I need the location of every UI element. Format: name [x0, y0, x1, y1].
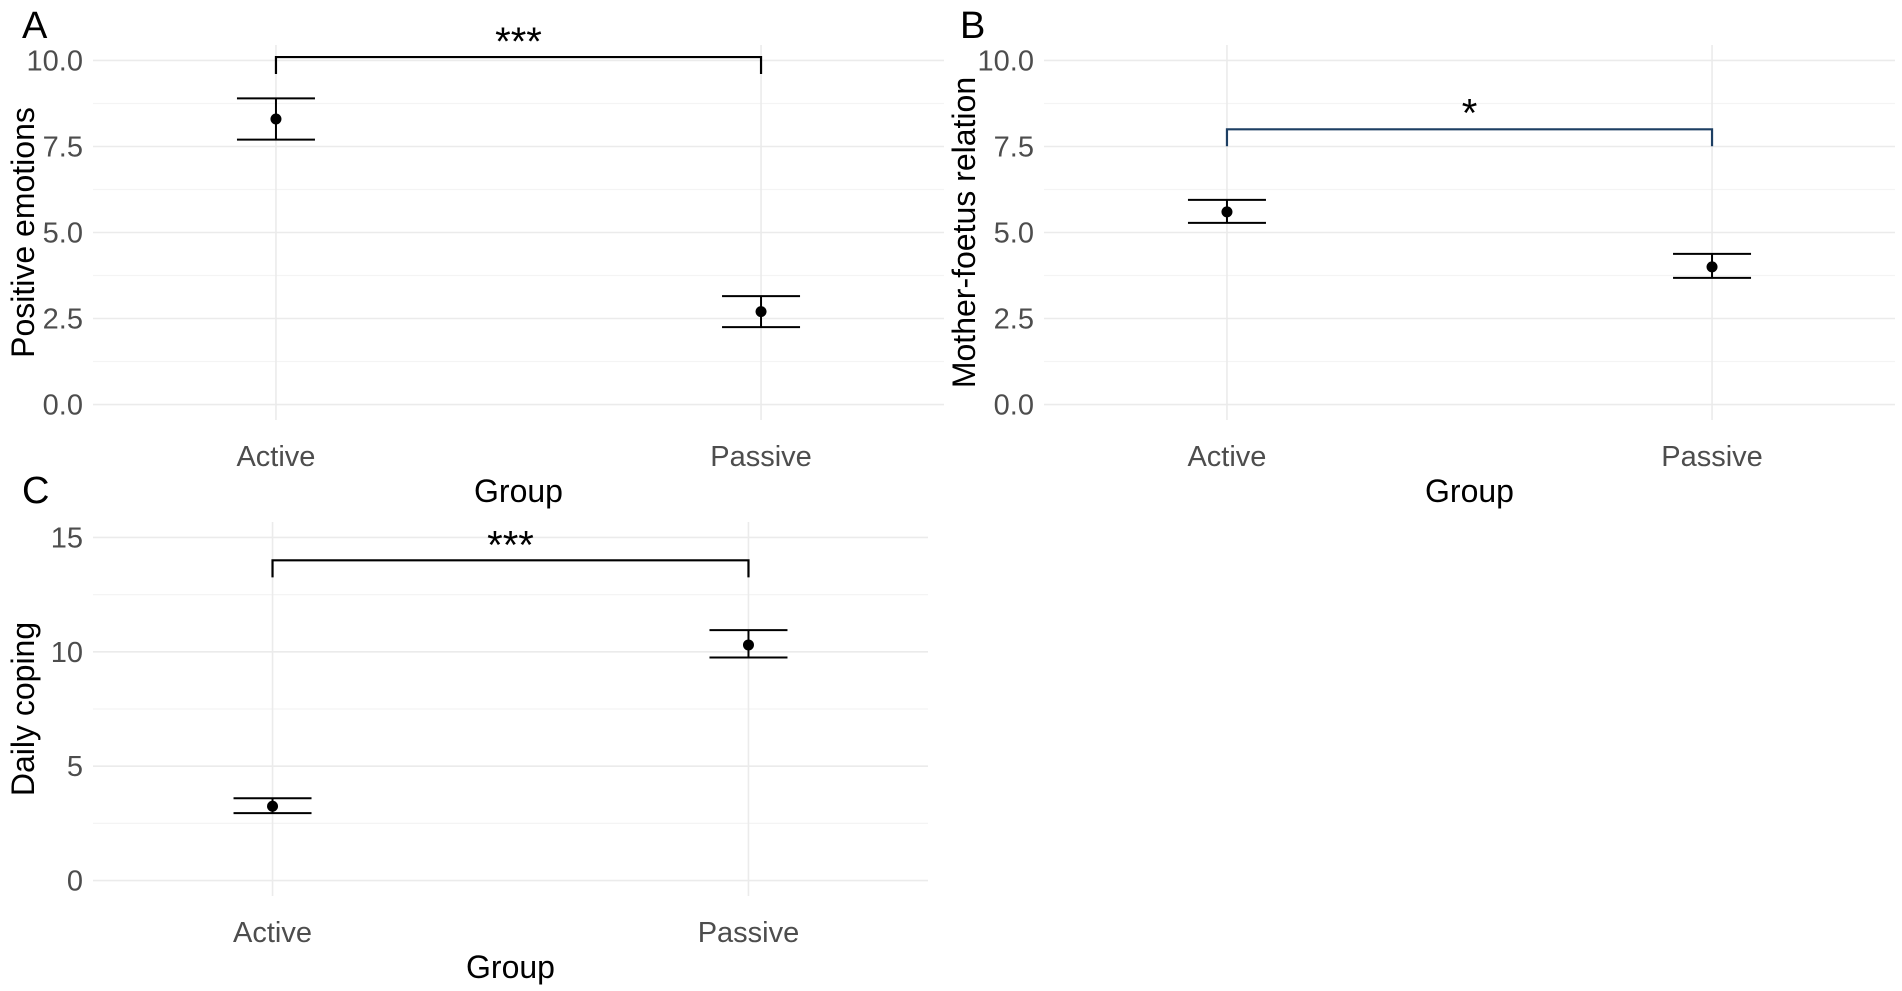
mean-point [1707, 261, 1718, 272]
x-axis-title: Group [1425, 473, 1514, 509]
panel-label: B [960, 5, 985, 47]
significance-label: *** [487, 523, 534, 567]
significance-label: *** [495, 20, 542, 64]
y-tick-label: 5.0 [43, 218, 83, 250]
y-tick-label: 10.0 [27, 45, 83, 77]
y-tick-label: 7.5 [994, 131, 1034, 163]
x-tick-label: Active [233, 917, 312, 949]
y-tick-label: 10.0 [978, 45, 1034, 77]
panel-label: C [22, 470, 49, 512]
y-tick-label: 2.5 [994, 304, 1034, 336]
x-tick-label: Passive [698, 917, 800, 949]
mean-point [743, 639, 754, 650]
significance-label: * [1462, 91, 1478, 135]
panel-label: A [22, 5, 48, 47]
y-axis-title: Mother-foetus relation [946, 77, 982, 388]
y-tick-label: 0 [67, 866, 83, 898]
y-tick-label: 0.0 [43, 390, 83, 422]
y-axis-title: Positive emotions [5, 107, 41, 358]
y-tick-label: 2.5 [43, 304, 83, 336]
x-axis-title: Group [474, 473, 563, 509]
x-tick-label: Active [236, 441, 315, 473]
y-tick-label: 10 [51, 637, 83, 669]
figure-svg: 0.0 2.5 5.0 7.5 10.0 Active Passive Group Positi… [0, 0, 1902, 991]
y-tick-label: 0.0 [994, 390, 1034, 422]
y-tick-label: 5.0 [994, 218, 1034, 250]
x-tick-label: Active [1187, 441, 1266, 473]
panel-b: 0.0 2.5 5.0 7.5 10.0 Active Passive Group Mother… [946, 5, 1895, 509]
mean-point [267, 801, 278, 812]
x-tick-label: Passive [1661, 441, 1763, 473]
y-axis-title: Daily coping [5, 622, 41, 796]
y-tick-label: 5 [67, 751, 83, 783]
figure: 0.0 2.5 5.0 7.5 10.0 Active Passive Group Positi… [0, 0, 1902, 991]
mean-point [756, 306, 767, 317]
y-tick-label: 15 [51, 522, 83, 554]
y-tick-label: 7.5 [43, 131, 83, 163]
panel-c: 0 5 10 15 Active Passive Group Daily coping C *** [5, 470, 928, 985]
x-tick-label: Passive [710, 441, 812, 473]
panel-a: 0.0 2.5 5.0 7.5 10.0 Active Passive Group Positi… [5, 5, 944, 509]
mean-point [270, 113, 281, 124]
mean-point [1221, 206, 1232, 217]
x-axis-title: Group [466, 949, 555, 985]
